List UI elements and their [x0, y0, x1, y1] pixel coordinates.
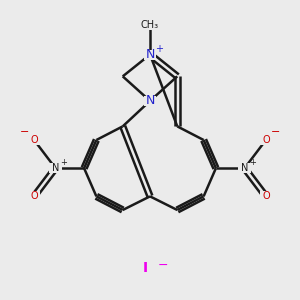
Text: O: O [262, 135, 270, 145]
FancyBboxPatch shape [141, 20, 159, 31]
Text: I: I [143, 261, 148, 275]
FancyBboxPatch shape [28, 191, 40, 201]
Text: +: + [155, 44, 163, 54]
Text: CH₃: CH₃ [141, 20, 159, 30]
Text: N: N [145, 94, 155, 107]
Text: O: O [30, 191, 38, 201]
Text: −: − [271, 127, 280, 137]
FancyBboxPatch shape [28, 135, 40, 145]
FancyBboxPatch shape [238, 163, 251, 173]
Text: −: − [20, 127, 29, 137]
Text: N: N [145, 48, 155, 61]
Text: N: N [241, 163, 248, 173]
Text: −: − [158, 260, 168, 272]
Text: N: N [52, 163, 59, 173]
FancyBboxPatch shape [49, 163, 62, 173]
FancyBboxPatch shape [260, 135, 272, 145]
Text: O: O [30, 135, 38, 145]
Text: +: + [60, 158, 67, 167]
FancyBboxPatch shape [144, 96, 156, 106]
Text: +: + [249, 158, 256, 167]
Text: O: O [262, 191, 270, 201]
FancyBboxPatch shape [260, 191, 272, 201]
FancyBboxPatch shape [144, 50, 156, 59]
